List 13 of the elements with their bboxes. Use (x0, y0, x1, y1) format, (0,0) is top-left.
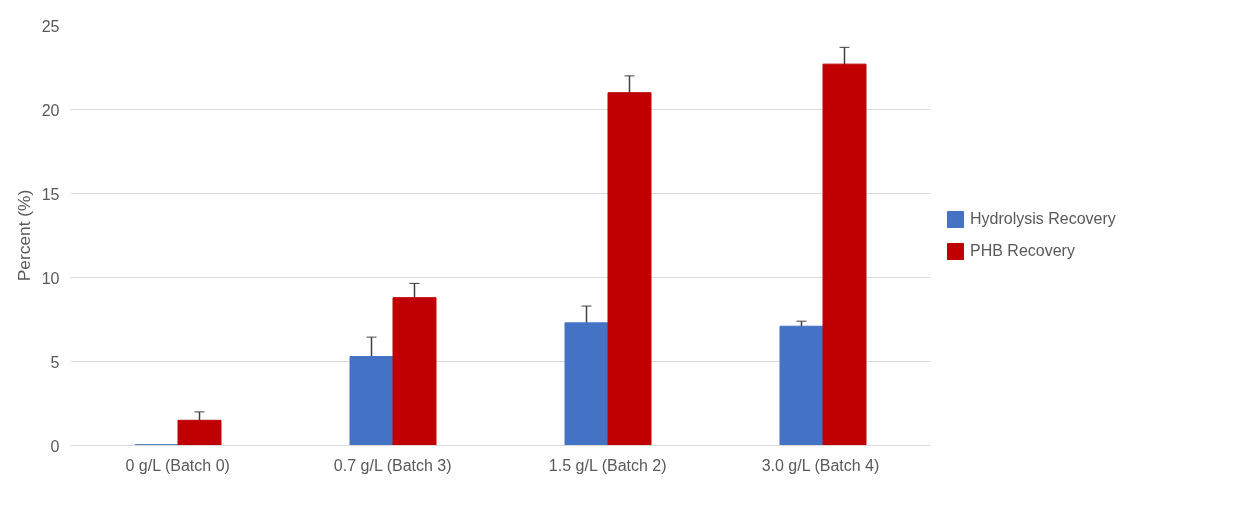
y-tick-label: 25 (41, 17, 60, 35)
x-tick-label: 0.7 g/L (Batch 3) (333, 456, 452, 474)
y-tick-label: 0 (50, 437, 60, 455)
legend-label: Hydrolysis Recovery (970, 210, 1116, 228)
y-axis-title: Percent (%) (13, 189, 34, 282)
legend-label: PHB Recovery (970, 242, 1075, 260)
y-tick-label: 20 (41, 101, 60, 119)
x-tick-label: 0 g/L (Batch 0) (125, 456, 230, 474)
x-tick-label: 3.0 g/L (Batch 4) (761, 456, 880, 474)
y-tick-label: 5 (50, 353, 60, 371)
y-tick-label: 10 (41, 269, 60, 287)
x-tick-label: 1.5 g/L (Batch 2) (548, 456, 667, 474)
y-tick-label: 15 (41, 185, 60, 203)
